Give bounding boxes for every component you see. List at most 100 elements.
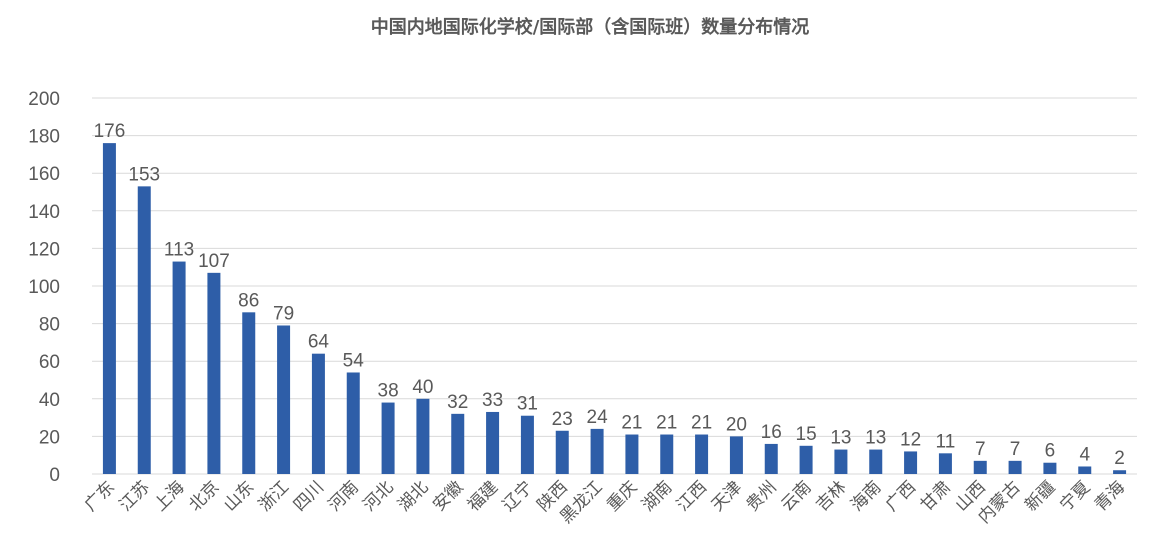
data-label: 20: [726, 414, 747, 435]
data-label: 2: [1114, 448, 1125, 469]
bar: [625, 434, 639, 474]
data-label: 31: [517, 394, 538, 415]
bar: [346, 372, 360, 474]
x-tick-label: 云南: [777, 477, 815, 515]
bar: [207, 272, 221, 474]
x-tick-label: 福建: [464, 477, 502, 515]
x-tick-label: 山东: [220, 477, 258, 515]
data-label: 54: [343, 350, 365, 371]
data-label: 13: [865, 428, 886, 449]
y-tick-label: 0: [49, 465, 60, 486]
data-label: 23: [552, 409, 573, 430]
x-tick-label: 江苏: [116, 477, 154, 515]
bar: [381, 402, 395, 474]
x-tick-label: 海南: [847, 477, 885, 515]
bar: [416, 398, 430, 474]
data-label: 40: [412, 377, 433, 398]
y-tick-label: 120: [28, 239, 60, 260]
data-label: 21: [691, 413, 712, 434]
data-label: 13: [830, 428, 851, 449]
bar: [660, 434, 674, 474]
x-tick-label: 广西: [882, 477, 920, 515]
bar: [973, 460, 987, 474]
data-label: 86: [238, 290, 259, 311]
bar: [834, 449, 848, 474]
data-label: 7: [975, 439, 986, 460]
x-tick-label: 新疆: [1021, 477, 1059, 515]
x-tick-label: 江西: [673, 477, 711, 515]
data-label: 176: [94, 121, 126, 142]
x-tick-label: 浙江: [255, 477, 293, 515]
bar: [311, 353, 325, 474]
data-label: 12: [900, 429, 921, 450]
bar: [729, 436, 743, 474]
bar: [1113, 470, 1127, 474]
data-label: 21: [621, 413, 642, 434]
x-tick-label: 广东: [81, 477, 119, 515]
x-tick-label: 河南: [325, 477, 363, 515]
x-tick-label: 贵州: [743, 477, 781, 515]
data-label: 64: [308, 332, 330, 353]
x-tick-label: 四川: [290, 477, 328, 515]
bar: [764, 443, 778, 474]
x-tick-label: 湖南: [638, 477, 676, 515]
bar: [520, 415, 534, 474]
data-label: 16: [761, 422, 782, 443]
data-label: 113: [164, 240, 194, 261]
data-label: 153: [128, 164, 160, 185]
bar: [102, 143, 116, 474]
data-label: 6: [1045, 441, 1056, 462]
bars: [102, 143, 1127, 475]
x-tick-label: 青海: [1091, 477, 1129, 515]
data-label: 33: [482, 390, 503, 411]
x-tick-label: 辽宁: [499, 477, 537, 515]
y-tick-label: 200: [28, 89, 60, 110]
bar: [590, 428, 604, 474]
bar: [451, 413, 465, 474]
y-tick-label: 180: [28, 127, 60, 148]
bar: [242, 312, 256, 474]
data-label: 4: [1079, 444, 1090, 465]
chart-title: 中国内地国际化学校/国际部（含国际班）数量分布情况: [371, 16, 810, 38]
bar: [137, 186, 151, 475]
data-label: 7: [1010, 439, 1021, 460]
bar: [555, 430, 569, 474]
bar: [799, 445, 813, 474]
x-tick-label: 北京: [185, 477, 223, 515]
bar: [1078, 466, 1092, 474]
data-label: 32: [447, 392, 468, 413]
y-tick-label: 160: [28, 164, 60, 185]
y-tick-label: 100: [28, 277, 60, 298]
y-tick-label: 40: [39, 390, 60, 411]
gridlines: [92, 97, 1137, 475]
y-axis-ticks: 0 20 40 60 80 100 120 140 160 180 200: [28, 89, 60, 486]
x-tick-label: 安徽: [429, 477, 467, 515]
bar: [1043, 462, 1057, 474]
bar: [695, 434, 709, 474]
data-label: 107: [198, 251, 230, 272]
x-tick-label: 甘肃: [917, 477, 955, 515]
data-label: 11: [936, 431, 956, 452]
data-label: 38: [378, 381, 399, 402]
x-tick-label: 宁夏: [1056, 477, 1094, 515]
y-tick-label: 80: [39, 315, 60, 336]
x-tick-label: 天津: [708, 477, 746, 515]
x-tick-label: 上海: [150, 477, 188, 515]
bar: [1008, 460, 1022, 474]
bar: [277, 325, 291, 474]
y-tick-label: 60: [39, 352, 60, 373]
x-tick-label: 吉林: [812, 477, 850, 515]
x-tick-label: 湖北: [394, 477, 432, 515]
bar: [486, 411, 500, 474]
y-tick-label: 20: [39, 427, 60, 448]
x-tick-label: 河北: [359, 477, 397, 515]
data-label: 15: [796, 424, 817, 445]
y-tick-label: 140: [28, 202, 60, 223]
x-tick-label: 重庆: [603, 477, 641, 515]
bar: [904, 451, 918, 474]
data-label: 21: [656, 413, 677, 434]
bar: [869, 449, 883, 474]
bar: [172, 261, 186, 474]
